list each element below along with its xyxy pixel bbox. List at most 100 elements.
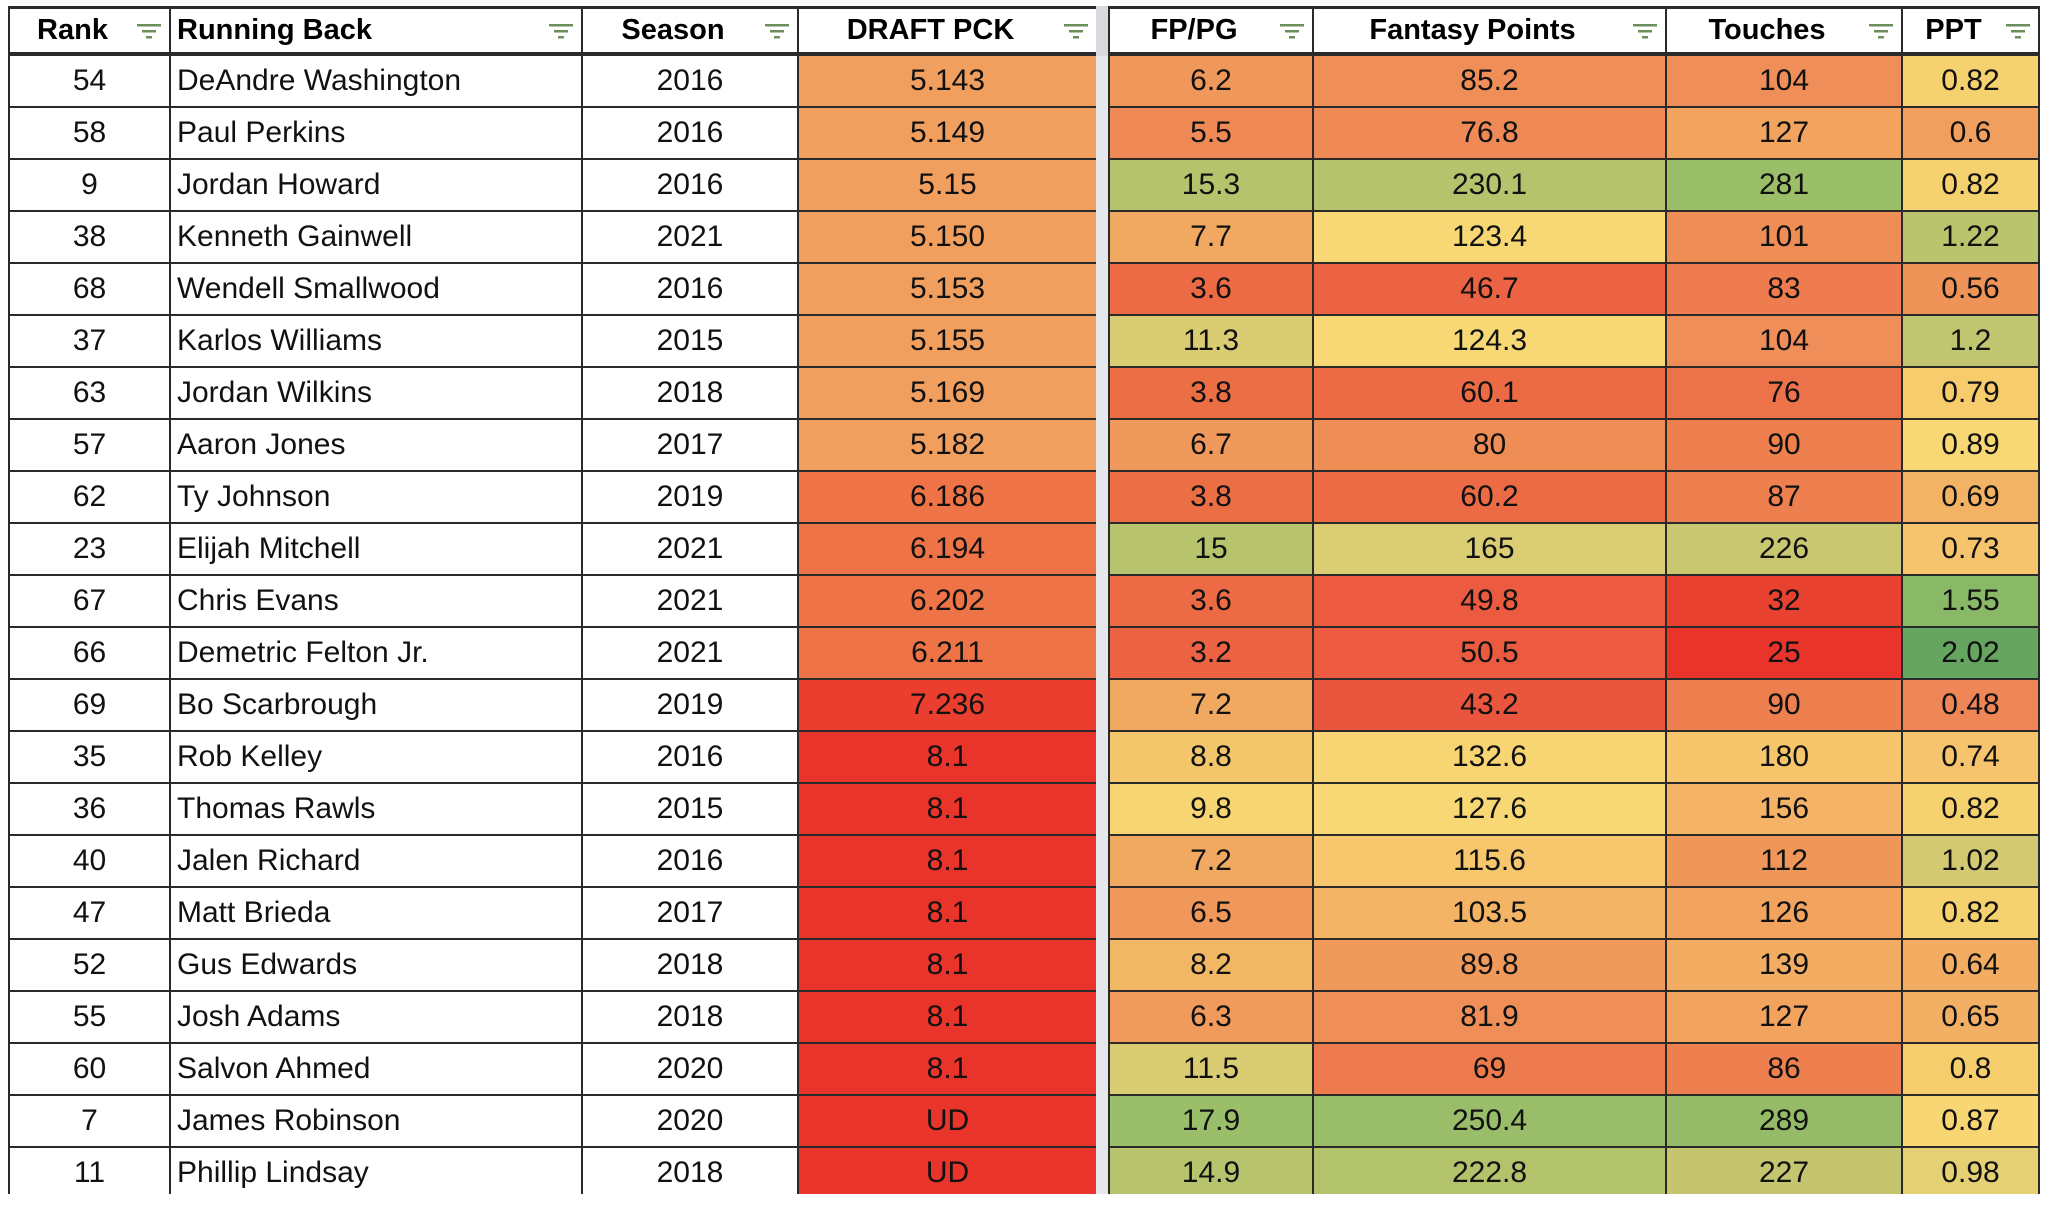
cell-touches[interactable]: 90 [1667, 420, 1903, 472]
cell-touches[interactable]: 76 [1667, 368, 1903, 420]
cell-season[interactable]: 2020 [583, 1044, 799, 1096]
cell-touches[interactable]: 281 [1667, 160, 1903, 212]
cell-fantasy-points[interactable]: 124.3 [1314, 316, 1667, 368]
cell-draft-pick[interactable]: 8.1 [799, 1044, 1096, 1096]
cell-player[interactable]: Ty Johnson [171, 472, 583, 524]
cell-fppg[interactable]: 8.8 [1108, 732, 1314, 784]
cell-touches[interactable]: 90 [1667, 680, 1903, 732]
cell-fppg[interactable]: 6.2 [1108, 56, 1314, 108]
cell-ppt[interactable]: 0.6 [1903, 108, 2040, 160]
cell-ppt[interactable]: 1.55 [1903, 576, 2040, 628]
cell-fppg[interactable]: 3.2 [1108, 628, 1314, 680]
cell-fantasy-points[interactable]: 250.4 [1314, 1096, 1667, 1148]
cell-rank[interactable]: 52 [8, 940, 171, 992]
cell-draft-pick[interactable]: 8.1 [799, 784, 1096, 836]
cell-fantasy-points[interactable]: 123.4 [1314, 212, 1667, 264]
cell-draft-pick[interactable]: 5.169 [799, 368, 1096, 420]
cell-fppg[interactable]: 3.8 [1108, 472, 1314, 524]
cell-fantasy-points[interactable]: 80 [1314, 420, 1667, 472]
filter-icon[interactable] [2006, 23, 2030, 40]
cell-touches[interactable]: 139 [1667, 940, 1903, 992]
cell-rank[interactable]: 23 [8, 524, 171, 576]
cell-fppg[interactable]: 11.5 [1108, 1044, 1314, 1096]
cell-rank[interactable]: 35 [8, 732, 171, 784]
cell-rank[interactable]: 36 [8, 784, 171, 836]
cell-fppg[interactable]: 15.3 [1108, 160, 1314, 212]
cell-season[interactable]: 2021 [583, 212, 799, 264]
cell-fppg[interactable]: 9.8 [1108, 784, 1314, 836]
cell-rank[interactable]: 54 [8, 56, 171, 108]
cell-touches[interactable]: 127 [1667, 992, 1903, 1044]
cell-rank[interactable]: 69 [8, 680, 171, 732]
cell-fppg[interactable]: 3.6 [1108, 264, 1314, 316]
cell-touches[interactable]: 180 [1667, 732, 1903, 784]
filter-icon[interactable] [549, 23, 573, 40]
cell-season[interactable]: 2016 [583, 732, 799, 784]
cell-rank[interactable]: 67 [8, 576, 171, 628]
cell-touches[interactable]: 226 [1667, 524, 1903, 576]
cell-fantasy-points[interactable]: 60.1 [1314, 368, 1667, 420]
cell-draft-pick[interactable]: 6.194 [799, 524, 1096, 576]
cell-draft-pick[interactable]: 5.150 [799, 212, 1096, 264]
cell-fppg[interactable]: 6.7 [1108, 420, 1314, 472]
cell-ppt[interactable]: 1.22 [1903, 212, 2040, 264]
cell-draft-pick[interactable]: UD [799, 1096, 1096, 1148]
cell-player[interactable]: Paul Perkins [171, 108, 583, 160]
cell-player[interactable]: Demetric Felton Jr. [171, 628, 583, 680]
cell-fantasy-points[interactable]: 76.8 [1314, 108, 1667, 160]
cell-fantasy-points[interactable]: 127.6 [1314, 784, 1667, 836]
cell-draft-pick[interactable]: 5.15 [799, 160, 1096, 212]
cell-fantasy-points[interactable]: 43.2 [1314, 680, 1667, 732]
cell-season[interactable]: 2017 [583, 888, 799, 940]
cell-ppt[interactable]: 0.82 [1903, 56, 2040, 108]
cell-fppg[interactable]: 3.6 [1108, 576, 1314, 628]
column-header-ppt[interactable]: PPT [1903, 6, 2040, 56]
cell-season[interactable]: 2015 [583, 784, 799, 836]
column-header-season[interactable]: Season [583, 6, 799, 56]
cell-fantasy-points[interactable]: 50.5 [1314, 628, 1667, 680]
cell-draft-pick[interactable]: 6.186 [799, 472, 1096, 524]
cell-rank[interactable]: 37 [8, 316, 171, 368]
cell-player[interactable]: Chris Evans [171, 576, 583, 628]
cell-draft-pick[interactable]: 8.1 [799, 888, 1096, 940]
cell-ppt[interactable]: 0.65 [1903, 992, 2040, 1044]
cell-touches[interactable]: 104 [1667, 316, 1903, 368]
cell-touches[interactable]: 104 [1667, 56, 1903, 108]
cell-player[interactable]: Wendell Smallwood [171, 264, 583, 316]
cell-draft-pick[interactable]: 8.1 [799, 992, 1096, 1044]
cell-season[interactable]: 2019 [583, 680, 799, 732]
cell-player[interactable]: Matt Brieda [171, 888, 583, 940]
cell-draft-pick[interactable]: 6.202 [799, 576, 1096, 628]
cell-season[interactable]: 2018 [583, 368, 799, 420]
cell-fppg[interactable]: 17.9 [1108, 1096, 1314, 1148]
cell-fppg[interactable]: 7.2 [1108, 680, 1314, 732]
cell-season[interactable]: 2016 [583, 108, 799, 160]
cell-fantasy-points[interactable]: 49.8 [1314, 576, 1667, 628]
cell-player[interactable]: Salvon Ahmed [171, 1044, 583, 1096]
cell-draft-pick[interactable]: UD [799, 1148, 1096, 1200]
column-header-player[interactable]: Running Back [171, 6, 583, 56]
cell-draft-pick[interactable]: 6.211 [799, 628, 1096, 680]
column-header-fantasy-points[interactable]: Fantasy Points [1314, 6, 1667, 56]
cell-ppt[interactable]: 0.48 [1903, 680, 2040, 732]
cell-season[interactable]: 2018 [583, 940, 799, 992]
cell-touches[interactable]: 25 [1667, 628, 1903, 680]
cell-fantasy-points[interactable]: 85.2 [1314, 56, 1667, 108]
cell-ppt[interactable]: 0.64 [1903, 940, 2040, 992]
cell-ppt[interactable]: 0.87 [1903, 1096, 2040, 1148]
cell-season[interactable]: 2019 [583, 472, 799, 524]
filter-icon[interactable] [137, 23, 161, 40]
cell-fantasy-points[interactable]: 115.6 [1314, 836, 1667, 888]
cell-rank[interactable]: 11 [8, 1148, 171, 1200]
cell-touches[interactable]: 101 [1667, 212, 1903, 264]
cell-fppg[interactable]: 14.9 [1108, 1148, 1314, 1200]
cell-rank[interactable]: 7 [8, 1096, 171, 1148]
cell-season[interactable]: 2018 [583, 992, 799, 1044]
cell-ppt[interactable]: 0.79 [1903, 368, 2040, 420]
cell-fantasy-points[interactable]: 81.9 [1314, 992, 1667, 1044]
column-header-rank[interactable]: Rank [8, 6, 171, 56]
cell-player[interactable]: Jordan Howard [171, 160, 583, 212]
filter-icon[interactable] [1869, 23, 1893, 40]
cell-fppg[interactable]: 7.7 [1108, 212, 1314, 264]
cell-draft-pick[interactable]: 5.143 [799, 56, 1096, 108]
